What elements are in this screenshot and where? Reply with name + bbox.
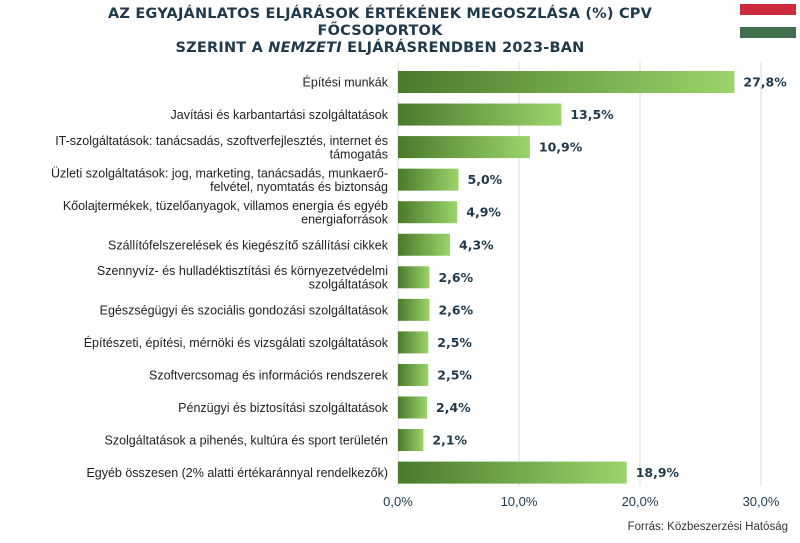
value-label: 27,8% — [743, 75, 787, 90]
bar — [398, 233, 451, 256]
title-line-2-emphasis: NEMZETI — [268, 40, 342, 56]
flag-stripe-red — [740, 4, 796, 16]
source-note: Forrás: Közbeszerzési Hatóság — [627, 521, 788, 533]
x-axis-ticks: 0,0% 10,0% 20,0% 30,0% — [383, 494, 780, 509]
value-label: 13,5% — [570, 107, 614, 122]
category-label: IT-szolgáltatások: tanácsadás, szoftverf… — [55, 134, 388, 162]
x-tick-label: 10,0% — [501, 494, 538, 509]
bar — [398, 461, 627, 484]
category-label: Egészségügyi és szociális gondozási szol… — [100, 303, 389, 317]
title-line-2: SZERINT A NEMZETI ELJÁRÁSRENDBEN 2023-BA… — [60, 40, 700, 57]
bar — [398, 136, 530, 159]
bar — [398, 103, 562, 126]
bar — [398, 331, 429, 354]
value-label: 2,1% — [432, 433, 467, 448]
category-label: Szennyvíz- és hulladéktisztítási és körn… — [97, 264, 389, 292]
bars — [398, 71, 735, 484]
bar — [398, 298, 430, 321]
category-label: Építési munkák — [303, 75, 389, 90]
chart-title: AZ EGYAJÁNLATOS ELJÁRÁSOK ÉRTÉKÉNEK MEGO… — [60, 6, 700, 57]
category-label: Kőolajtermékek, tüzelőanyagok, villamos … — [63, 199, 389, 227]
category-label: Javítási és karbantartási szolgáltatások — [171, 108, 389, 122]
value-label: 2,6% — [438, 270, 473, 285]
value-label: 2,5% — [437, 335, 472, 350]
title-line-2-post: ELJÁRÁSRENDBEN 2023-BAN — [341, 40, 585, 56]
hungarian-flag-icon — [740, 4, 796, 38]
value-label: 5,0% — [468, 172, 503, 187]
bar — [398, 168, 459, 191]
bar — [398, 266, 430, 289]
x-tick-label: 0,0% — [383, 494, 413, 509]
category-label: Szállítófelszerelések és kiegészítő szál… — [108, 238, 389, 252]
flag-stripe-green — [740, 26, 796, 38]
category-labels: Építési munkák Javítási és karbantartási … — [51, 75, 389, 481]
x-tick-label: 30,0% — [743, 494, 780, 509]
category-label: Üzleti szolgáltatások: jog, marketing, t… — [51, 166, 388, 194]
value-label: 4,9% — [466, 205, 501, 220]
value-label: 4,3% — [459, 237, 494, 252]
value-label: 2,4% — [436, 400, 471, 415]
bar — [398, 363, 429, 386]
category-label: Építészeti, építési, mérnöki és vizsgála… — [84, 335, 389, 350]
title-line-2-pre: SZERINT A — [175, 40, 269, 56]
value-labels: 27,8% 13,5% 10,9% 5,0% 4,9% 4,3% 2,6% 2,6% 2,5% 2… — [432, 75, 787, 481]
bar — [398, 71, 735, 93]
bar — [398, 429, 424, 452]
title-line-1: AZ EGYAJÁNLATOS ELJÁRÁSOK ÉRTÉKÉNEK MEGO… — [107, 6, 653, 39]
value-label: 18,9% — [636, 465, 680, 480]
category-label: Szoftvercsomag és információs rendszerek — [149, 368, 389, 382]
value-label: 10,9% — [539, 140, 583, 155]
category-label: Egyéb összesen (2% alatti értékaránnyal … — [86, 466, 388, 480]
category-label: Pénzügyi és biztosítási szolgáltatások — [178, 401, 389, 415]
bar — [398, 396, 428, 419]
category-label: Szolgáltatások a pihenés, kultúra és spo… — [104, 434, 388, 448]
value-label: 2,5% — [437, 367, 472, 382]
flag-stripe-white — [740, 15, 796, 27]
x-tick-label: 20,0% — [622, 494, 659, 509]
value-label: 2,6% — [438, 302, 473, 317]
bar — [398, 201, 458, 224]
